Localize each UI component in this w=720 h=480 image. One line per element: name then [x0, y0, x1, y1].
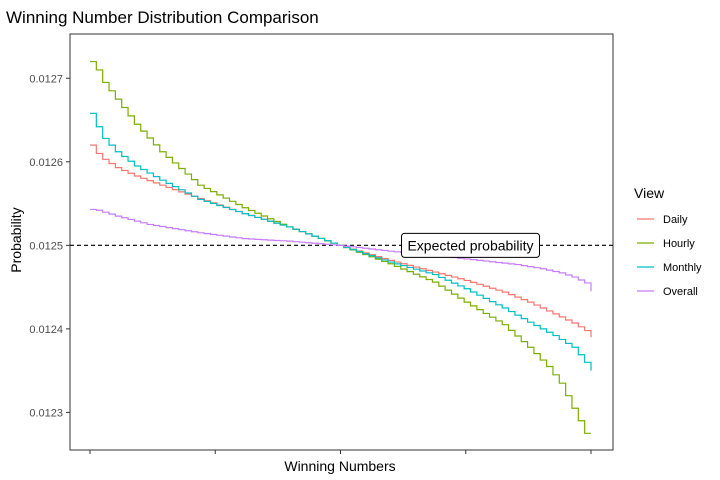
y-tick-label: 0.0125	[29, 240, 63, 252]
x-axis	[89, 450, 592, 454]
annotation-label: Expected probability	[407, 237, 533, 253]
legend-label-overall: Overall	[663, 286, 698, 298]
y-tick-label: 0.0127	[29, 73, 63, 85]
annotation-box	[401, 232, 541, 258]
series-line-overall	[90, 208, 592, 292]
y-tick-label: 0.0124	[29, 324, 63, 336]
legend-title: View	[634, 185, 665, 201]
legend-label-daily: Daily	[663, 214, 688, 226]
legend-label-monthly: Monthly	[663, 262, 702, 274]
legend-label-hourly: Hourly	[663, 238, 695, 250]
y-axis-title: Probability	[8, 207, 24, 272]
expected-probability-annotation: Expected probability	[401, 232, 541, 258]
series-layer	[90, 60, 592, 434]
panel-border	[69, 33, 614, 451]
plot-area: Expected probability	[69, 33, 614, 451]
y-tick-label: 0.0126	[29, 157, 63, 169]
y-axis: 0.0123 0.0124 0.0125 0.0126 0.0127	[29, 73, 70, 419]
legend: View Daily Hourly Monthly Overall	[634, 185, 702, 298]
chart-title: Winning Number Distribution Comparison	[6, 8, 319, 27]
y-tick-label: 0.0123	[29, 407, 63, 419]
x-axis-title: Winning Numbers	[284, 458, 395, 474]
